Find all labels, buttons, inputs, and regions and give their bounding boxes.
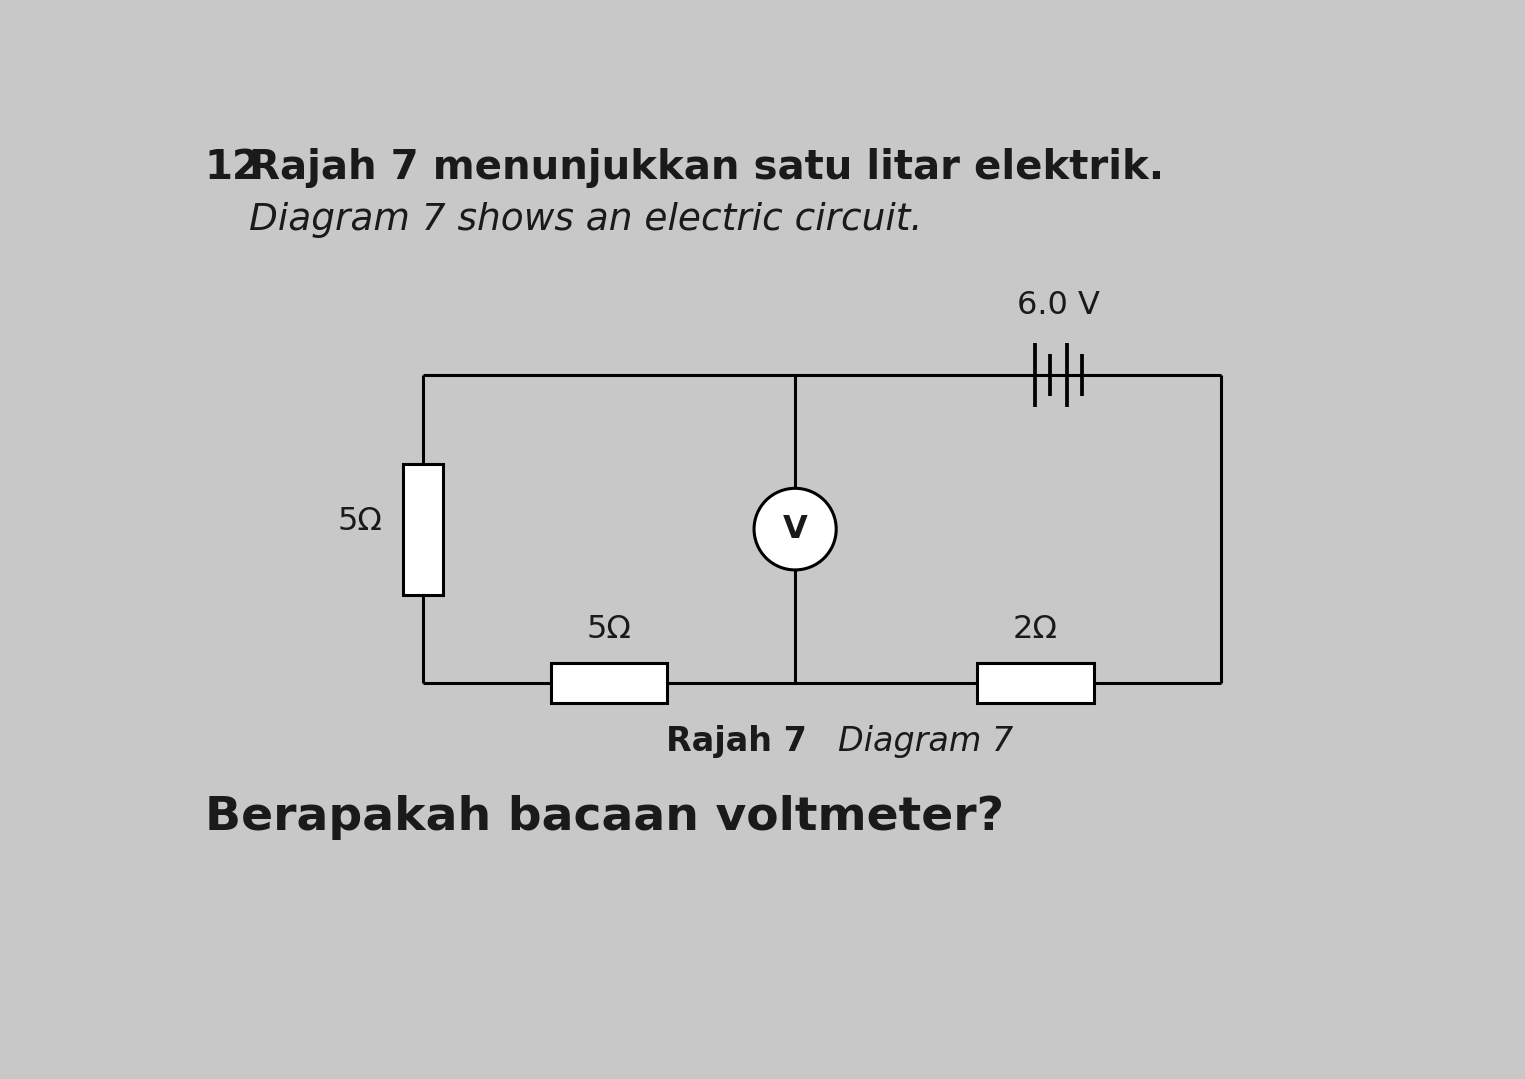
Text: V: V — [782, 514, 808, 545]
Bar — [551, 664, 668, 704]
Text: 6.0 V: 6.0 V — [1017, 290, 1100, 322]
Bar — [403, 464, 444, 595]
Text: 12: 12 — [204, 148, 261, 188]
Text: 2Ω: 2Ω — [1013, 614, 1058, 644]
Text: Diagram 7: Diagram 7 — [837, 725, 1013, 759]
Bar — [978, 664, 1093, 704]
Text: Berapakah bacaan voltmeter?: Berapakah bacaan voltmeter? — [204, 795, 1003, 839]
Text: Rajah 7: Rajah 7 — [666, 725, 807, 759]
Circle shape — [753, 489, 836, 570]
Text: Rajah 7 menunjukkan satu litar elektrik.: Rajah 7 menunjukkan satu litar elektrik. — [249, 148, 1164, 188]
Text: 5Ω: 5Ω — [337, 506, 383, 537]
Text: 5Ω: 5Ω — [587, 614, 631, 644]
Text: Diagram 7 shows an electric circuit.: Diagram 7 shows an electric circuit. — [249, 202, 923, 237]
